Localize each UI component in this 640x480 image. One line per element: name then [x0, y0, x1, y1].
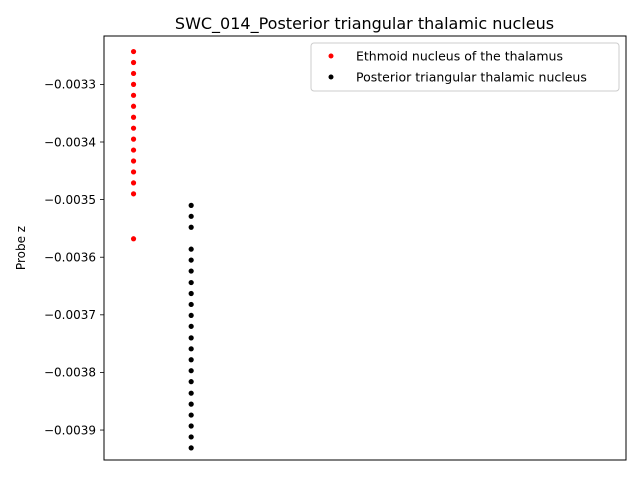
- data-point: [188, 434, 194, 440]
- data-point: [188, 290, 194, 297]
- data-point: [130, 81, 137, 87]
- data-point: [188, 246, 194, 252]
- data-point: [130, 70, 137, 77]
- legend: Ethmoid nucleus of the thalamus Posterio…: [310, 42, 620, 92]
- data-point: [188, 368, 194, 374]
- data-points: [130, 48, 194, 451]
- legend-marker-posterior-triangular: [328, 74, 334, 80]
- data-point: [188, 323, 194, 329]
- data-point: [188, 412, 194, 418]
- legend-marker-ethmoid: [328, 53, 334, 59]
- data-point: [130, 147, 137, 153]
- data-point: [188, 423, 194, 429]
- data-point: [188, 346, 194, 352]
- data-point: [188, 390, 194, 396]
- y-axis-label: Probe z: [14, 226, 28, 270]
- data-point: [188, 301, 194, 308]
- data-point: [130, 158, 137, 164]
- data-point: [188, 224, 194, 230]
- data-point: [130, 191, 137, 197]
- data-point: [188, 445, 194, 451]
- y-tick-label: −0.0036: [44, 251, 96, 265]
- data-point: [130, 125, 137, 131]
- data-point: [188, 279, 194, 286]
- y-tick-label: −0.0033: [44, 78, 96, 92]
- data-point: [188, 268, 194, 274]
- y-tick-label: −0.0039: [44, 423, 96, 437]
- data-point: [188, 335, 194, 341]
- data-point: [130, 169, 137, 175]
- y-tick-label: −0.0038: [44, 366, 96, 380]
- plot-area: [103, 35, 627, 461]
- data-point: [130, 48, 137, 55]
- data-point: [130, 103, 137, 109]
- y-axis: −0.0033 −0.0034 −0.0035 −0.0036 −0.0037 −0.00…: [44, 78, 104, 437]
- data-point: [130, 114, 137, 120]
- y-tick-label: −0.0035: [44, 193, 96, 207]
- y-tick-label: −0.0034: [44, 135, 96, 149]
- data-point: [188, 379, 194, 385]
- legend-box: [310, 42, 620, 92]
- data-point: [188, 357, 194, 363]
- data-point: [188, 312, 194, 319]
- data-point: [130, 92, 137, 98]
- data-point: [130, 59, 137, 66]
- legend-label-ethmoid: Ethmoid nucleus of the thalamus: [356, 49, 563, 64]
- data-point: [188, 257, 194, 263]
- data-point: [188, 202, 194, 208]
- data-point: [130, 136, 137, 142]
- data-point: [130, 180, 137, 186]
- data-point: [188, 213, 194, 219]
- legend-label-posterior-triangular: Posterior triangular thalamic nucleus: [356, 70, 587, 85]
- y-tick-label: −0.0037: [44, 308, 96, 322]
- data-point: [130, 236, 137, 242]
- data-point: [188, 401, 194, 407]
- chart-title: SWC_014_Posterior triangular thalamic nu…: [175, 14, 554, 34]
